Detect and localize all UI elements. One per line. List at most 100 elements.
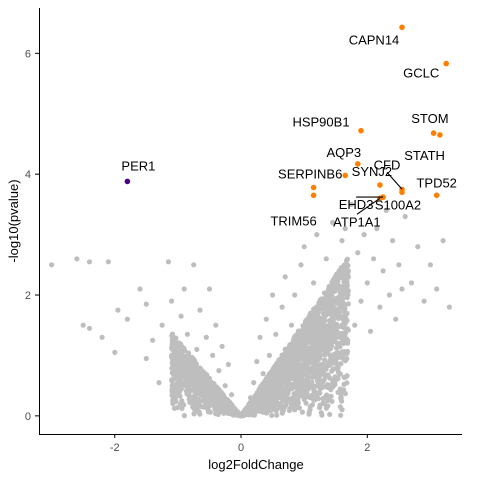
point-non-significant xyxy=(229,392,235,398)
point-non-significant xyxy=(344,348,351,354)
point-non-significant xyxy=(313,337,319,343)
point-non-significant xyxy=(327,375,333,381)
point-non-significant xyxy=(343,374,349,380)
point-non-significant xyxy=(396,262,402,268)
point-non-significant xyxy=(289,395,295,401)
point-non-significant xyxy=(310,382,316,389)
point-non-significant xyxy=(317,352,323,358)
point-capn14 xyxy=(399,24,405,31)
point-non-significant xyxy=(86,259,93,265)
point-non-significant xyxy=(224,398,230,404)
point-non-significant xyxy=(377,304,383,310)
point-non-significant xyxy=(330,314,336,320)
point-non-significant xyxy=(171,382,177,388)
point-non-significant xyxy=(345,340,351,346)
gene-label-cfd: CFD xyxy=(374,157,401,172)
point-non-significant xyxy=(169,298,175,304)
point-non-significant xyxy=(302,356,308,363)
point-non-significant xyxy=(265,377,272,384)
point-non-significant xyxy=(273,408,279,414)
point-hsp90b1 xyxy=(358,127,364,134)
point-non-significant xyxy=(295,355,301,361)
point-non-significant xyxy=(338,394,344,400)
point-non-significant xyxy=(325,383,331,389)
point-s100a2 xyxy=(399,189,405,196)
x-tick-label: -2 xyxy=(110,442,120,454)
point-non-significant xyxy=(338,390,344,396)
point-non-significant xyxy=(358,298,364,304)
point-non-significant xyxy=(282,351,288,357)
point-non-significant xyxy=(344,380,350,386)
point-non-significant xyxy=(333,345,340,351)
point-non-significant xyxy=(316,347,322,353)
point-non-significant xyxy=(218,389,224,395)
point-non-significant xyxy=(283,399,289,406)
point-non-significant xyxy=(176,393,182,399)
point-highlight xyxy=(310,184,317,191)
point-per1 xyxy=(124,178,131,185)
point-non-significant xyxy=(176,377,182,383)
point-non-significant xyxy=(408,280,415,286)
point-non-significant xyxy=(298,262,304,268)
point-non-significant xyxy=(289,375,296,381)
point-non-significant xyxy=(165,259,171,265)
point-non-significant xyxy=(225,361,231,368)
point-non-significant xyxy=(327,411,333,417)
point-non-significant xyxy=(320,298,326,304)
point-non-significant xyxy=(248,401,254,407)
point-non-significant xyxy=(331,379,337,385)
point-non-significant xyxy=(326,310,333,316)
point-non-significant xyxy=(301,334,307,340)
point-non-significant xyxy=(345,273,351,279)
point-non-significant xyxy=(192,361,198,367)
point-non-significant xyxy=(309,324,315,330)
point-non-significant xyxy=(270,383,276,389)
point-non-significant xyxy=(299,339,305,345)
point-non-significant xyxy=(280,404,286,410)
point-non-significant xyxy=(171,372,177,378)
point-stath xyxy=(430,130,437,136)
point-non-significant xyxy=(446,304,452,310)
point-non-significant xyxy=(309,350,315,356)
point-non-significant xyxy=(306,410,312,416)
point-non-significant xyxy=(298,349,304,355)
point-non-significant xyxy=(307,395,313,401)
point-non-significant xyxy=(251,406,257,412)
y-axis-ticks: 0 2 4 6 xyxy=(25,48,39,423)
point-non-significant xyxy=(334,309,341,315)
point-non-significant xyxy=(380,268,386,274)
point-non-significant xyxy=(178,386,184,392)
point-non-significant xyxy=(268,399,274,405)
point-non-significant xyxy=(196,403,202,409)
point-non-significant xyxy=(287,357,293,363)
point-non-significant xyxy=(337,371,343,377)
point-non-significant xyxy=(174,405,180,411)
point-non-significant xyxy=(279,409,285,415)
point-non-significant xyxy=(264,403,270,409)
point-non-significant xyxy=(289,341,295,347)
point-non-significant xyxy=(289,367,295,373)
point-non-significant xyxy=(200,371,206,377)
point-non-significant xyxy=(222,383,228,389)
point-non-significant xyxy=(307,310,314,316)
point-non-significant xyxy=(339,398,345,404)
point-non-significant xyxy=(143,355,149,362)
point-non-significant xyxy=(305,384,311,390)
point-non-significant xyxy=(329,288,335,294)
point-non-significant xyxy=(194,346,200,352)
point-non-significant xyxy=(112,349,118,355)
point-non-significant xyxy=(172,336,178,342)
point-non-significant xyxy=(263,316,269,322)
point-non-significant xyxy=(324,392,330,398)
point-non-significant xyxy=(292,347,298,353)
point-non-significant xyxy=(314,311,320,317)
point-non-significant xyxy=(364,280,370,286)
point-non-significant xyxy=(304,318,310,324)
point-non-significant xyxy=(332,325,338,331)
point-non-significant xyxy=(273,401,279,407)
point-non-significant xyxy=(190,402,196,408)
gene-labels: CAPN14 GCLC HSP90B1 STOM STATH AQP3 CFD SERPINB… xyxy=(121,32,457,229)
point-non-significant xyxy=(317,386,323,392)
point-non-significant xyxy=(342,305,348,312)
